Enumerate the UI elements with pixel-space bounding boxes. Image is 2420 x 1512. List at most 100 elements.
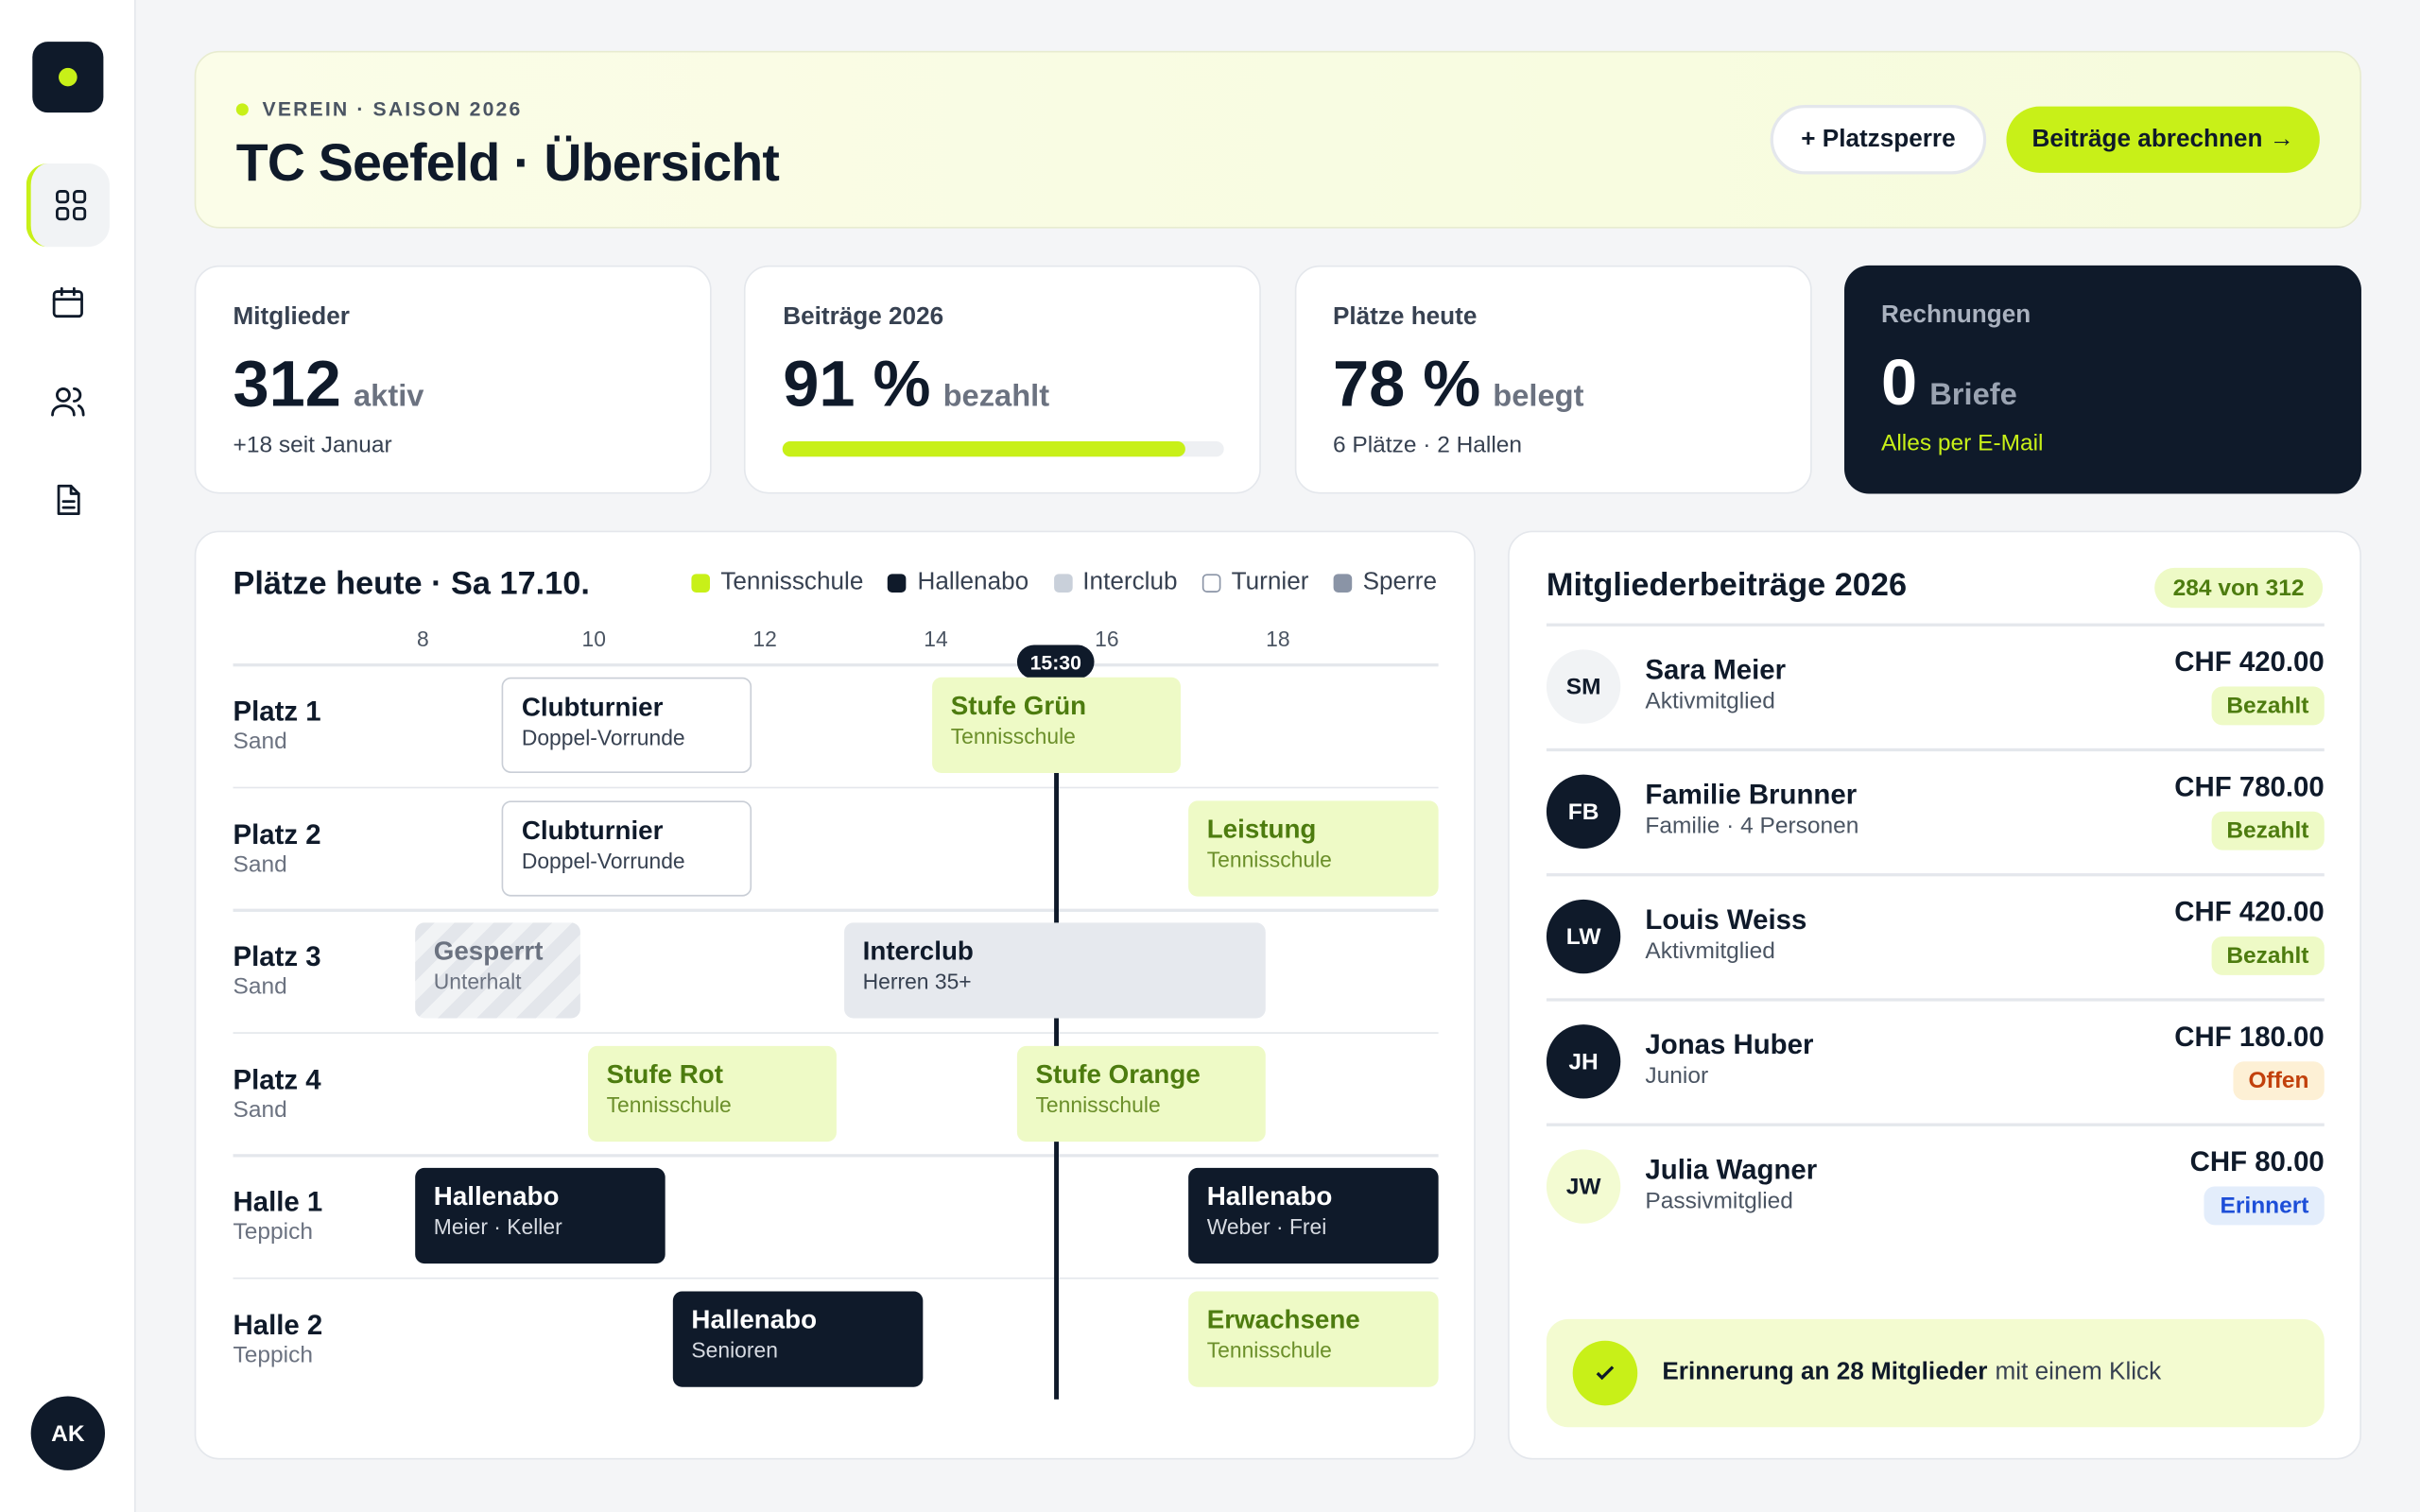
nav-documents[interactable] bbox=[26, 458, 110, 541]
eyebrow-dot bbox=[235, 103, 249, 116]
reminder-bold: Erinnerung an 28 Mitglieder bbox=[1662, 1359, 1988, 1386]
member-status: Bezahlt bbox=[2211, 811, 2325, 850]
fees-badge: 284 von 312 bbox=[2154, 567, 2324, 609]
court-name: Platz 4 bbox=[233, 1063, 321, 1095]
member-amount: CHF 780.00 bbox=[2174, 771, 2325, 802]
stat-unit: Briefe bbox=[1929, 377, 2017, 412]
stat-label: Rechnungen bbox=[1881, 301, 2031, 329]
nav-calendar[interactable] bbox=[26, 261, 110, 344]
legend-swatch bbox=[888, 574, 908, 593]
stat-note: +18 seit Januar bbox=[233, 432, 392, 458]
booking-tournament[interactable]: Clubturnier Doppel-Vorrunde bbox=[501, 799, 752, 896]
booking-school[interactable]: Stufe Rot Tennisschule bbox=[588, 1045, 837, 1142]
booking-title: Clubturnier bbox=[521, 815, 664, 845]
row-divider bbox=[233, 1277, 1439, 1280]
booking-tournament[interactable]: Clubturnier Doppel-Vorrunde bbox=[501, 677, 752, 773]
stat-note: 6 Plätze · 2 Hallen bbox=[1332, 432, 1523, 458]
booking-hall[interactable]: Hallenabo Senioren bbox=[672, 1290, 924, 1386]
booking-school[interactable]: Leistung Tennisschule bbox=[1188, 799, 1439, 896]
legend-item: Tennisschule bbox=[691, 569, 863, 596]
member-row[interactable]: JW Julia Wagner Passivmitglied CHF 80.00 Eri… bbox=[1546, 1125, 2325, 1248]
stat-note: Alles per E-Mail bbox=[1881, 430, 2044, 457]
sidebar: AK bbox=[0, 0, 136, 1512]
booking-subtitle: Tennisschule bbox=[1035, 1091, 1161, 1117]
member-type: Familie · 4 Personen bbox=[1645, 813, 1859, 840]
fees-card: Mitgliederbeiträge 2026 284 von 312 SM Sara… bbox=[1508, 530, 2361, 1460]
legend-swatch bbox=[691, 574, 710, 593]
hour-label: 12 bbox=[752, 626, 777, 651]
member-type: Passivmitglied bbox=[1645, 1188, 1793, 1214]
legend: Tennisschule Hallenabo Interclub Turnier Spe… bbox=[691, 569, 1437, 596]
booking-interclub[interactable]: Interclub Herren 35+ bbox=[844, 922, 1266, 1019]
stat-unit: aktiv bbox=[354, 379, 424, 414]
user-avatar[interactable]: AK bbox=[30, 1396, 106, 1470]
court-surface: Sand bbox=[233, 728, 287, 755]
button-secondary[interactable]: + Platzsperre bbox=[1770, 105, 1987, 175]
legend-label: Turnier bbox=[1231, 569, 1309, 596]
member-row[interactable]: FB Familie Brunner Familie · 4 Personen CHF… bbox=[1546, 749, 2325, 873]
member-amount: CHF 180.00 bbox=[2174, 1021, 2325, 1053]
row-divider bbox=[1546, 873, 2325, 876]
reminder-box[interactable]: Erinnerung an 28 Mitglieder mit einem Kli… bbox=[1546, 1318, 2325, 1428]
logo[interactable] bbox=[32, 42, 104, 113]
booking-title: Erwachsene bbox=[1206, 1304, 1360, 1334]
hour-label: 14 bbox=[924, 626, 948, 651]
member-row[interactable]: SM Sara Meier Aktivmitglied CHF 420.00 Bezah… bbox=[1546, 625, 2325, 748]
booking-school[interactable]: Erwachsene Tennisschule bbox=[1188, 1290, 1439, 1386]
icon-document bbox=[57, 484, 80, 516]
court-name: Halle 2 bbox=[233, 1309, 323, 1340]
member-avatar: JH bbox=[1546, 1024, 1621, 1099]
nav-members[interactable] bbox=[26, 359, 110, 442]
booking-blocked[interactable]: Gesperrt Unterhalt bbox=[415, 922, 580, 1019]
schedule-title: Plätze heute · Sa 17.10. bbox=[233, 566, 590, 602]
now-label: 15:30 bbox=[1016, 644, 1095, 679]
hour-label: 16 bbox=[1095, 626, 1119, 651]
booking-title: Stufe Rot bbox=[606, 1058, 723, 1089]
court-name: Halle 1 bbox=[233, 1186, 323, 1218]
page-title: TC Seefeld · Übersicht bbox=[235, 134, 780, 194]
booking-subtitle: Doppel-Vorrunde bbox=[521, 725, 685, 750]
button-primary[interactable]: Beiträge abrechnen → bbox=[2006, 106, 2320, 173]
stat-value-row: 312 aktiv bbox=[233, 347, 424, 421]
booking-title: Clubturnier bbox=[521, 693, 664, 723]
booking-title: Stufe Orange bbox=[1035, 1058, 1201, 1089]
booking-title: Gesperrt bbox=[433, 936, 544, 967]
booking-subtitle: Tennisschule bbox=[1206, 846, 1332, 871]
legend-label: Hallenabo bbox=[917, 569, 1029, 596]
booking-hall[interactable]: Hallenabo Meier · Keller bbox=[415, 1167, 666, 1264]
stat-value-row: 91 % bezahlt bbox=[783, 347, 1049, 421]
booking-subtitle: Unterhalt bbox=[433, 969, 522, 994]
row-divider bbox=[1546, 623, 2325, 627]
member-row[interactable]: JH Jonas Huber Junior CHF 180.00 Offen bbox=[1546, 1000, 2325, 1124]
stat-value: 312 bbox=[233, 347, 341, 421]
booking-title: Stufe Grün bbox=[950, 691, 1087, 721]
stat-card: Mitglieder 312 aktiv +18 seit Januar bbox=[194, 265, 712, 494]
nav-dashboard[interactable] bbox=[26, 163, 110, 248]
booking-school[interactable]: Stufe Grün Tennisschule bbox=[932, 677, 1181, 773]
reminder-rest: mit einem Klick bbox=[1995, 1359, 2162, 1386]
booking-school[interactable]: Stufe Orange Tennisschule bbox=[1016, 1045, 1266, 1142]
stat-label: Plätze heute bbox=[1332, 303, 1478, 331]
court-name: Platz 1 bbox=[233, 696, 321, 727]
row-divider bbox=[233, 663, 1439, 666]
member-avatar: JW bbox=[1546, 1149, 1621, 1224]
stat-unit: belegt bbox=[1493, 379, 1584, 414]
legend-item: Turnier bbox=[1201, 569, 1309, 596]
icon-calendar bbox=[52, 286, 83, 318]
member-amount: CHF 420.00 bbox=[2174, 646, 2325, 678]
booking-subtitle: Tennisschule bbox=[606, 1091, 732, 1117]
check bbox=[1596, 1366, 1615, 1381]
icon-grid bbox=[55, 190, 86, 221]
legend-swatch bbox=[1053, 574, 1072, 593]
member-row[interactable]: LW Louis Weiss Aktivmitglied CHF 420.00 Beza… bbox=[1546, 875, 2325, 999]
court-name: Platz 2 bbox=[233, 818, 321, 850]
booking-subtitle: Tennisschule bbox=[1206, 1336, 1332, 1362]
icon-users bbox=[51, 387, 85, 417]
hour-label: 8 bbox=[416, 626, 429, 651]
now-line bbox=[1054, 679, 1059, 1400]
booking-hall[interactable]: Hallenabo Weber · Frei bbox=[1188, 1167, 1439, 1264]
stat-value: 78 % bbox=[1332, 347, 1481, 421]
stat-card: Rechnungen 0 Briefe Alles per E-Mail bbox=[1843, 265, 2361, 494]
